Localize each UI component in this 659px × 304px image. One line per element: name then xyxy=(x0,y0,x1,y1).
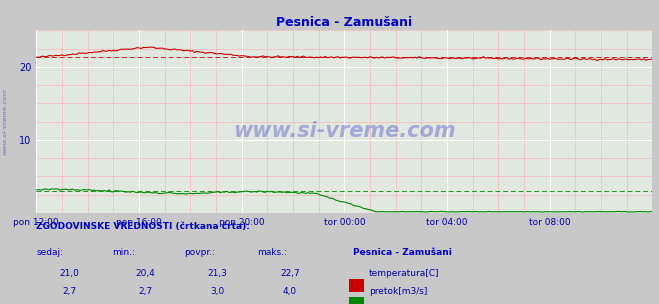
Text: povpr.:: povpr.: xyxy=(185,248,215,257)
Text: 21,0: 21,0 xyxy=(59,269,79,278)
Text: ZGODOVINSKE VREDNOSTI (črtkana črta):: ZGODOVINSKE VREDNOSTI (črtkana črta): xyxy=(36,222,250,231)
Text: 4,0: 4,0 xyxy=(283,287,297,296)
Text: 20,4: 20,4 xyxy=(135,269,155,278)
Text: 21,3: 21,3 xyxy=(208,269,227,278)
Text: 2,7: 2,7 xyxy=(62,287,76,296)
Text: www.si-vreme.com: www.si-vreme.com xyxy=(233,121,455,141)
Text: pretok[m3/s]: pretok[m3/s] xyxy=(369,287,428,296)
Text: sedaj:: sedaj: xyxy=(36,248,63,257)
Text: 22,7: 22,7 xyxy=(280,269,300,278)
Text: Pesnica - Zamušani: Pesnica - Zamušani xyxy=(353,248,451,257)
Text: maks.:: maks.: xyxy=(257,248,287,257)
Text: min.:: min.: xyxy=(112,248,135,257)
Text: 3,0: 3,0 xyxy=(210,287,225,296)
Text: temperatura[C]: temperatura[C] xyxy=(369,269,440,278)
Text: www.si-vreme.com: www.si-vreme.com xyxy=(3,88,8,155)
Text: 2,7: 2,7 xyxy=(138,287,152,296)
Title: Pesnica - Zamušani: Pesnica - Zamušani xyxy=(276,16,413,29)
